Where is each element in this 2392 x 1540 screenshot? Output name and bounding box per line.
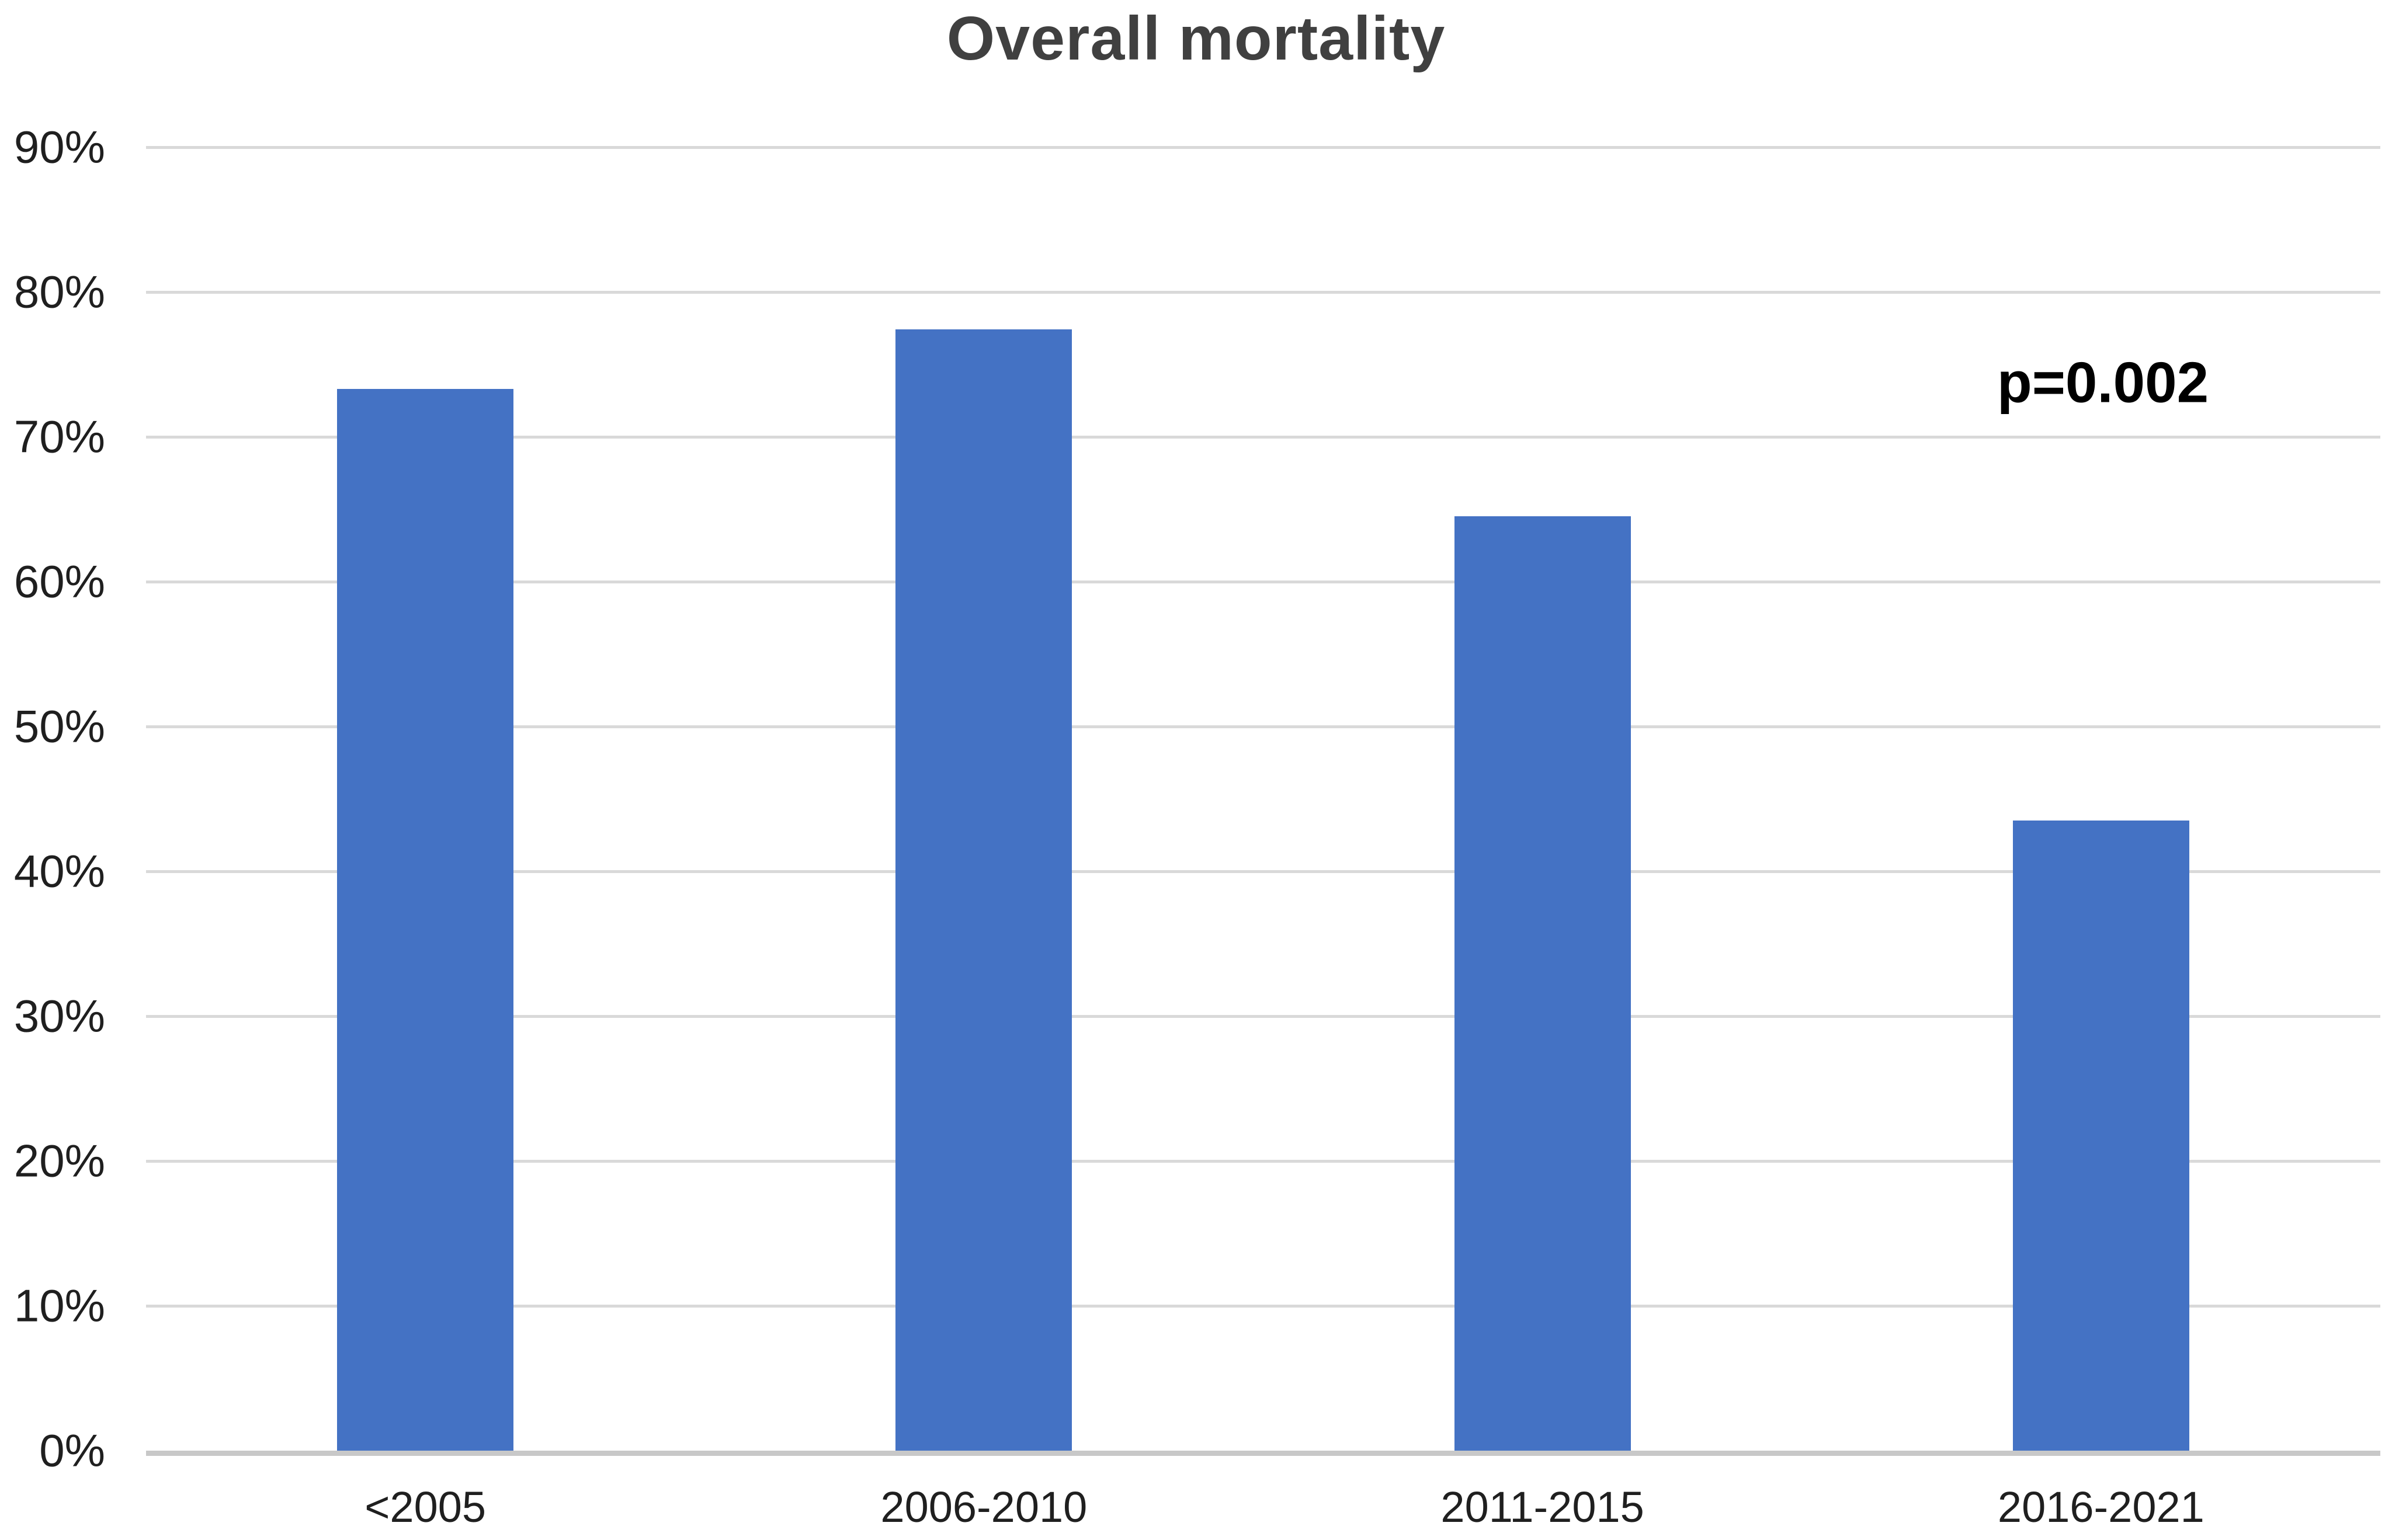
gridline <box>146 290 2380 294</box>
bar <box>895 329 1072 1451</box>
y-axis-tick-label: 90% <box>13 121 105 173</box>
x-axis-tick-label: 2011-2015 <box>1440 1483 1644 1531</box>
p-value-annotation: p=0.002 <box>1997 350 2209 415</box>
gridline <box>146 725 2380 728</box>
gridline <box>146 1304 2380 1308</box>
gridline <box>146 1159 2380 1163</box>
y-axis-tick-label: 10% <box>13 1280 105 1332</box>
gridline <box>146 580 2380 583</box>
y-axis-tick-label: 0% <box>39 1424 105 1476</box>
y-axis-tick-label: 50% <box>13 700 105 752</box>
y-axis-tick-label: 40% <box>13 845 105 897</box>
y-axis-tick-label: 30% <box>13 990 105 1042</box>
gridline <box>146 145 2380 149</box>
gridline <box>146 1014 2380 1018</box>
y-axis-tick-label: 60% <box>13 555 105 607</box>
gridline <box>146 870 2380 873</box>
x-axis-line <box>146 1451 2380 1456</box>
x-axis-tick-label: 2006-2010 <box>880 1483 1088 1531</box>
x-axis-tick-label: 2016-2021 <box>1997 1483 2204 1531</box>
y-axis-tick-label: 70% <box>13 411 105 463</box>
y-axis-tick-label: 20% <box>13 1135 105 1187</box>
bar <box>2012 821 2189 1451</box>
bar <box>1454 516 1631 1451</box>
gridline <box>146 435 2380 439</box>
bar <box>337 389 514 1451</box>
x-axis-tick-label: <2005 <box>364 1483 487 1531</box>
y-axis-tick-label: 80% <box>13 266 105 318</box>
chart-title: Overall mortality <box>946 4 1446 73</box>
